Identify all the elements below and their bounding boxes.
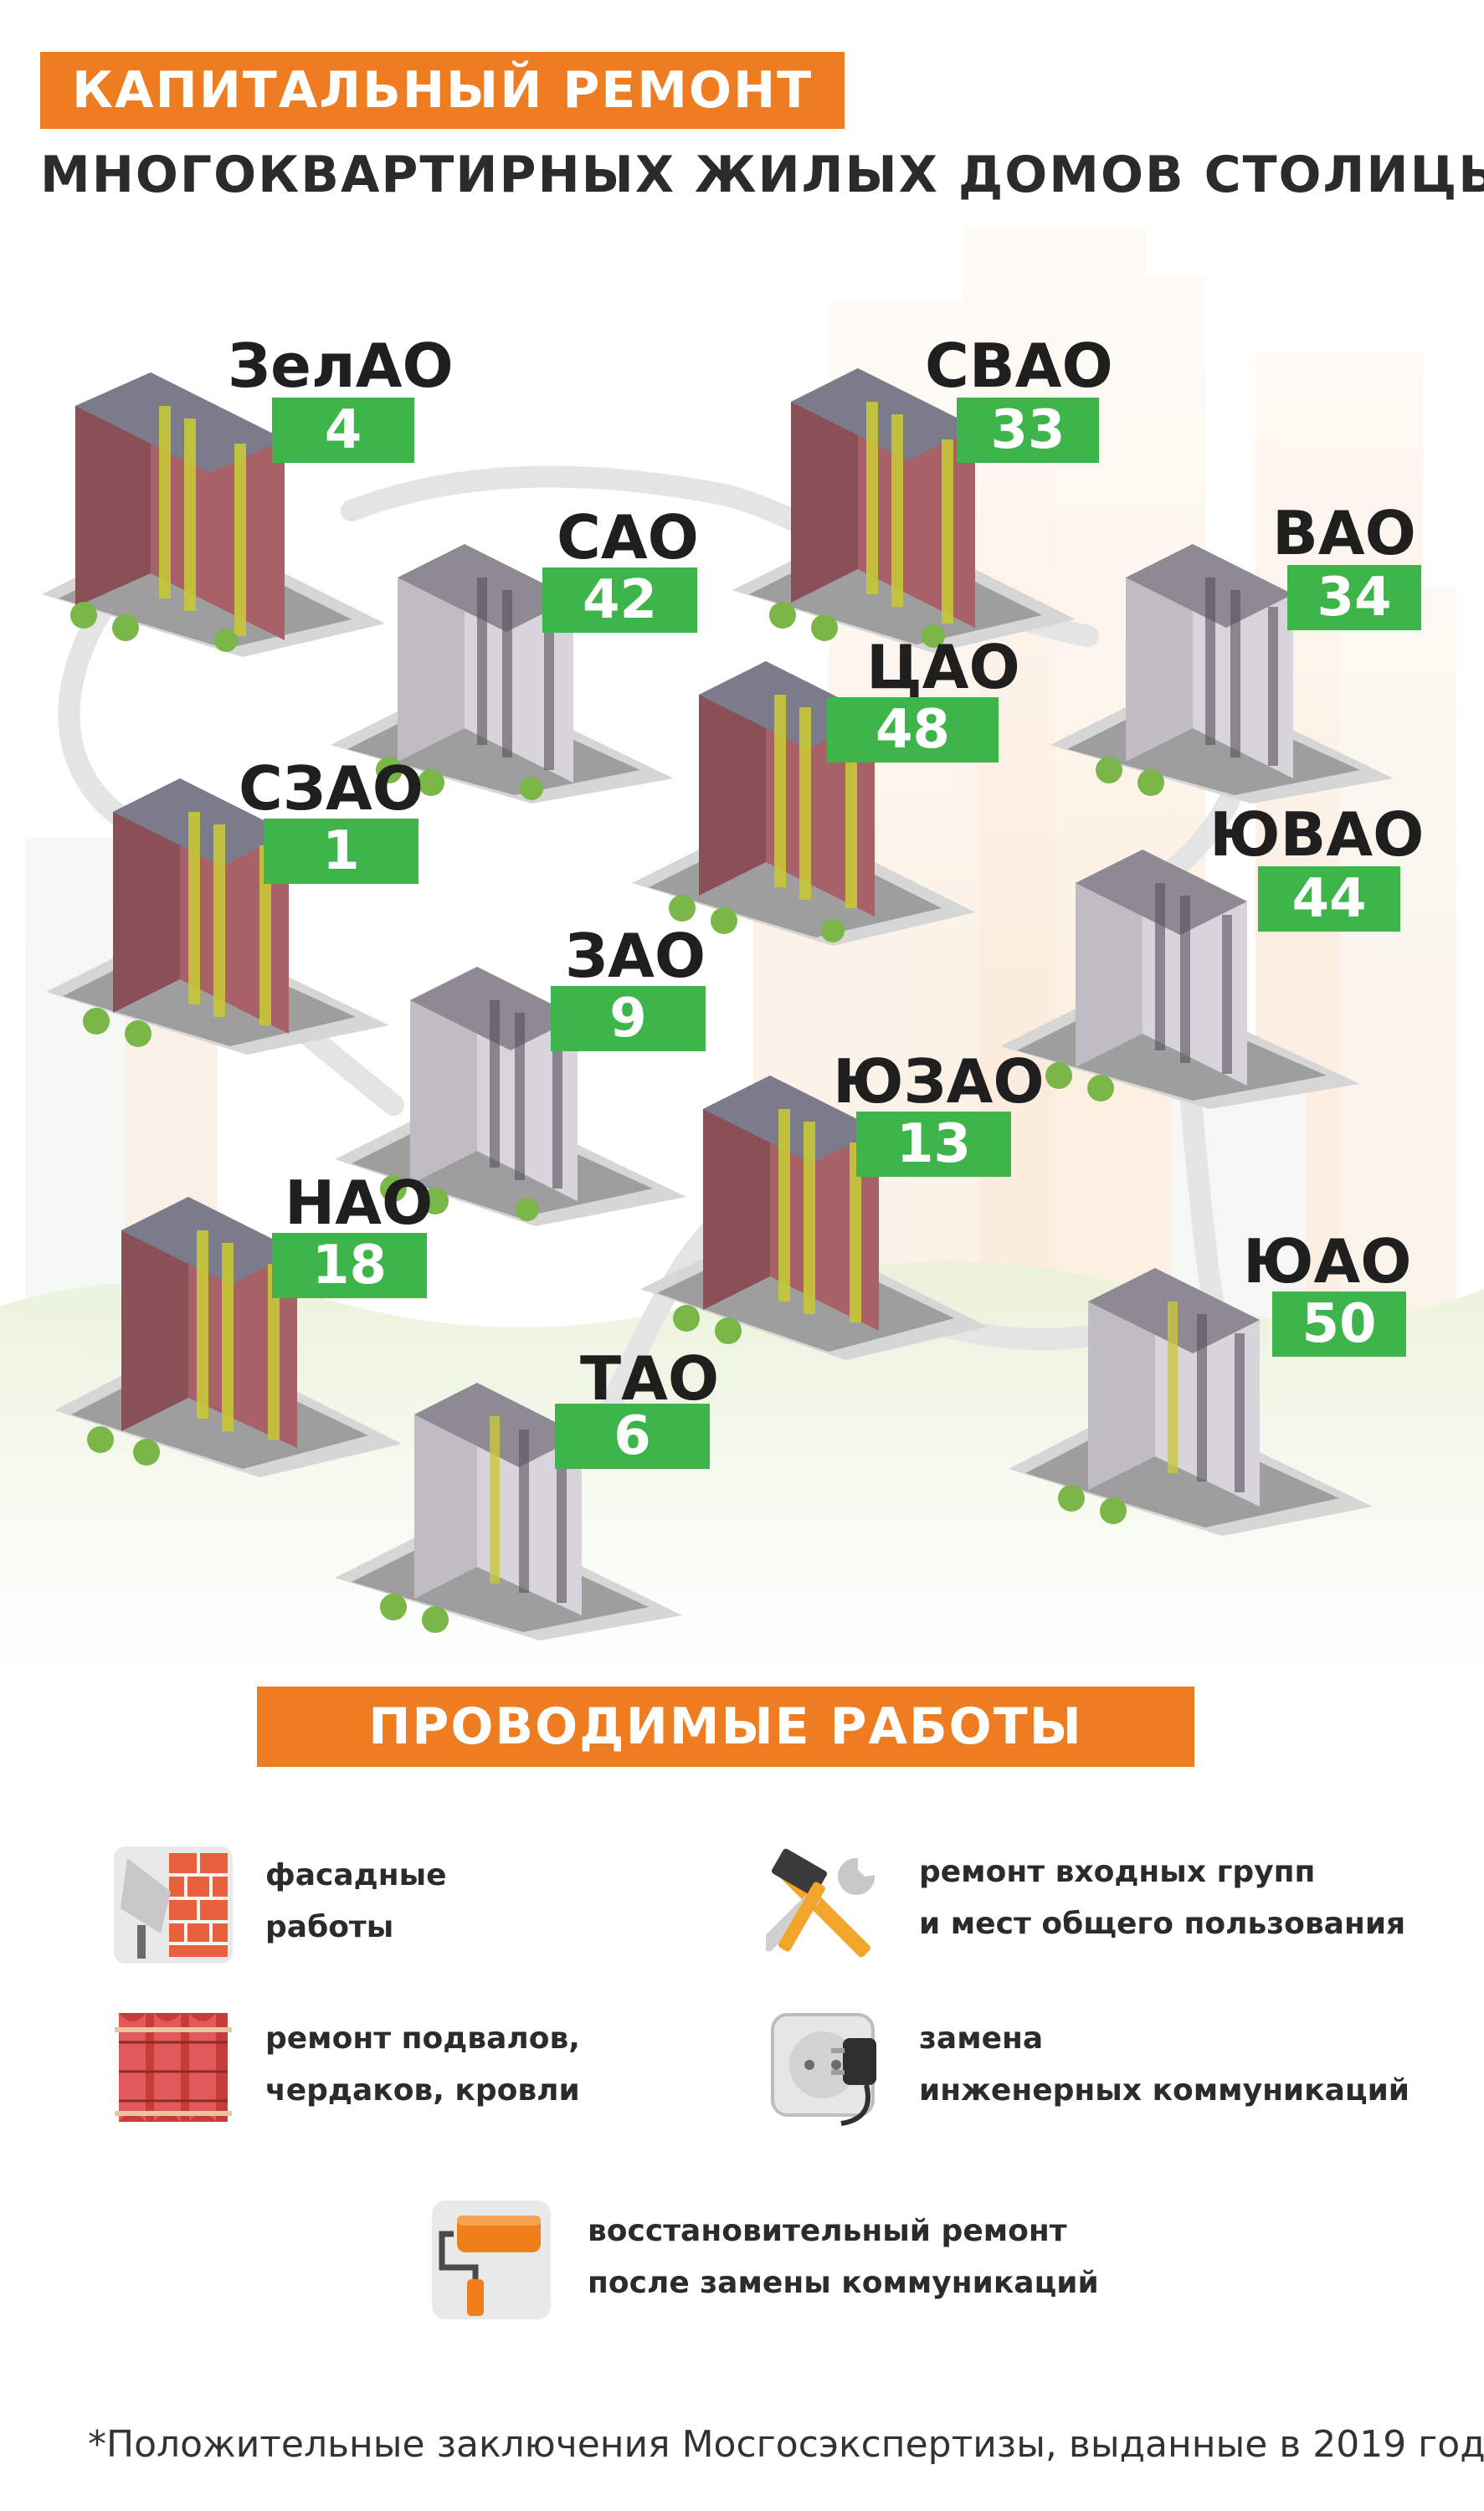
district-name: ТАО <box>580 1343 720 1414</box>
district-count-badge: 42 <box>542 567 697 633</box>
building-icon <box>1009 1268 1373 1536</box>
district-name: ЮЗАО <box>833 1046 1045 1117</box>
roof-tiles-icon <box>115 2013 232 2122</box>
work-text: ремонт входных групп и мест общего польз… <box>919 1846 1405 1950</box>
socket-plug-icon <box>771 2013 876 2126</box>
district-count-badge: 1 <box>264 819 418 884</box>
district-name: НАО <box>285 1168 434 1238</box>
building-icon <box>335 1383 682 1641</box>
building-icon <box>732 368 1076 653</box>
work-line: после замены коммуникаций <box>588 2266 1099 2300</box>
district-name: СЗАО <box>239 753 424 824</box>
district-name: ЮВАО <box>1209 799 1425 870</box>
work-line: работы <box>265 1910 394 1944</box>
district-count-badge: 9 <box>551 986 706 1051</box>
header-banner: КАПИТАЛЬНЫЙ РЕМОНТ <box>40 52 845 129</box>
page-subtitle: МНОГОКВАРТИРНЫХ ЖИЛЫХ ДОМОВ СТОЛИЦЫ* <box>40 138 1484 204</box>
work-line: восстановительный ремонт <box>588 2214 1067 2248</box>
subtitle-text: МНОГОКВАРТИРНЫХ ЖИЛЫХ ДОМОВ СТОЛИЦЫ <box>40 146 1484 204</box>
district-count-badge: 6 <box>555 1404 710 1469</box>
district-name: ЮАО <box>1243 1226 1412 1297</box>
building-icon <box>331 544 674 804</box>
work-line: чердаков, кровли <box>265 2073 580 2108</box>
building-icon <box>42 372 385 657</box>
work-line: ремонт входных групп <box>919 1855 1316 1889</box>
building-icon <box>640 1076 988 1360</box>
work-text: ремонт подвалов, чердаков, кровли <box>265 2013 580 2117</box>
district-count-badge: 33 <box>957 398 1099 463</box>
building-icon <box>54 1197 402 1477</box>
footnote: *Положительные заключения Мосгосэксперти… <box>88 2423 1484 2466</box>
building-icon <box>632 661 975 946</box>
district-count-badge: 44 <box>1258 866 1400 932</box>
work-text: восстановительный ремонт после замены ко… <box>588 2205 1099 2309</box>
district-name: ЗелАО <box>228 331 454 401</box>
district-name: ЦАО <box>866 632 1020 702</box>
work-text: замена инженерных коммуникаций <box>919 2013 1410 2117</box>
work-line: замена <box>919 2021 1044 2056</box>
work-line: и мест общего пользования <box>919 1907 1406 1941</box>
district-count-badge: 34 <box>1287 565 1421 630</box>
district-count-badge: 50 <box>1272 1291 1406 1357</box>
district-name: ЗАО <box>565 921 706 991</box>
background-cityscape <box>0 0 1484 1674</box>
works-title: ПРОВОДИМЫЕ РАБОТЫ <box>368 1697 1083 1756</box>
work-line: инженерных коммуникаций <box>919 2073 1410 2108</box>
district-count-badge: 18 <box>272 1233 427 1298</box>
work-line: фасадные <box>265 1858 447 1892</box>
building-icon <box>1000 850 1360 1109</box>
page-title: КАПИТАЛЬНЫЙ РЕМОНТ <box>72 61 814 120</box>
works-banner: ПРОВОДИМЫЕ РАБОТЫ <box>257 1687 1194 1767</box>
district-count-badge: 48 <box>827 697 999 763</box>
trowel-brick-icon <box>114 1846 233 1964</box>
paint-roller-icon <box>432 2200 551 2319</box>
district-count-badge: 4 <box>272 398 414 463</box>
building-icon <box>1050 544 1394 804</box>
building-icon <box>335 967 686 1226</box>
district-name: ВАО <box>1272 498 1416 568</box>
district-name: СВАО <box>925 331 1113 401</box>
work-line: ремонт подвалов, <box>265 2021 580 2056</box>
hammer-wrench-icon <box>766 1848 876 1958</box>
district-name: САО <box>557 502 699 573</box>
work-text: фасадные работы <box>265 1850 447 1954</box>
building-icon <box>46 778 389 1055</box>
district-count-badge: 13 <box>856 1112 1011 1177</box>
